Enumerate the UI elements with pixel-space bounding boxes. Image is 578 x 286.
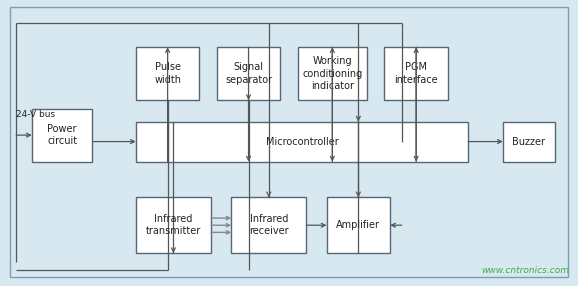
Text: Power
circuit: Power circuit	[47, 124, 77, 146]
Text: 24-V bus: 24-V bus	[16, 110, 55, 119]
Text: www.cntronics.com: www.cntronics.com	[481, 266, 569, 275]
Bar	[217, 47, 280, 100]
Bar	[298, 47, 367, 100]
Bar	[32, 109, 92, 162]
Bar	[136, 47, 199, 100]
Bar	[136, 122, 468, 162]
Text: Microcontroller: Microcontroller	[266, 137, 338, 146]
Text: Infrared
transmitter: Infrared transmitter	[146, 214, 201, 237]
Text: Pulse
width: Pulse width	[154, 62, 181, 85]
Text: PGM
interface: PGM interface	[394, 62, 438, 85]
Text: Signal
separator: Signal separator	[225, 62, 272, 85]
Bar	[384, 47, 448, 100]
Text: Working
conditioning
indicator: Working conditioning indicator	[302, 56, 362, 91]
Text: Buzzer: Buzzer	[512, 137, 546, 146]
Text: Infrared
receiver: Infrared receiver	[249, 214, 288, 237]
Bar	[327, 197, 390, 253]
Bar	[136, 197, 211, 253]
Bar	[503, 122, 555, 162]
Text: Amplifier: Amplifier	[336, 220, 380, 230]
Bar	[231, 197, 306, 253]
